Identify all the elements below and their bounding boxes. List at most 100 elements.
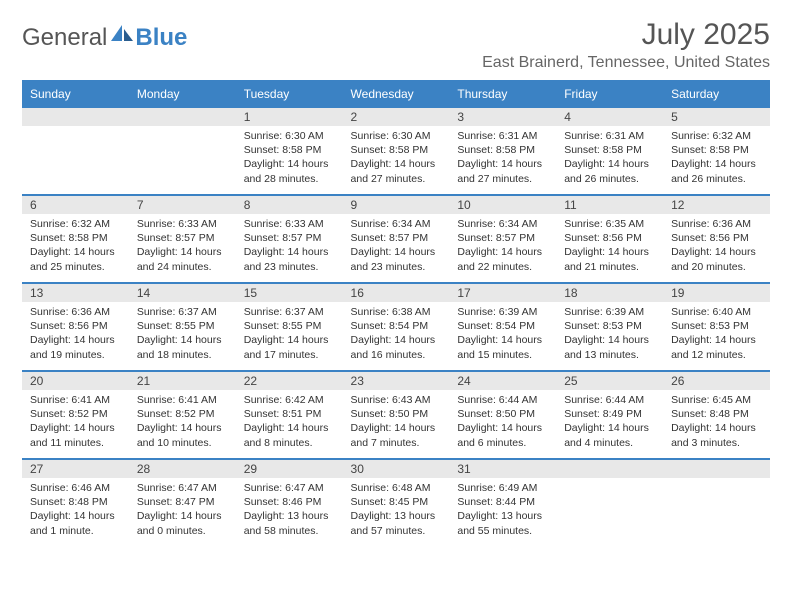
calendar-day-cell: 14Sunrise: 6:37 AMSunset: 8:55 PMDayligh…: [129, 282, 236, 370]
day-number: 5: [663, 106, 770, 126]
sunset-line: Sunset: 8:52 PM: [137, 407, 228, 421]
sunset-line: Sunset: 8:49 PM: [564, 407, 655, 421]
daylight-line: Daylight: 14 hours and 11 minutes.: [30, 421, 121, 449]
day-number: 28: [129, 458, 236, 478]
day-body: Sunrise: 6:47 AMSunset: 8:46 PMDaylight:…: [236, 478, 343, 544]
daylight-line: Daylight: 14 hours and 16 minutes.: [351, 333, 442, 361]
sunset-line: Sunset: 8:50 PM: [351, 407, 442, 421]
daylight-line: Daylight: 14 hours and 1 minute.: [30, 509, 121, 537]
sunset-line: Sunset: 8:46 PM: [244, 495, 335, 509]
sunset-line: Sunset: 8:56 PM: [671, 231, 762, 245]
day-number: 8: [236, 194, 343, 214]
day-number: 21: [129, 370, 236, 390]
calendar-week-row: 6Sunrise: 6:32 AMSunset: 8:58 PMDaylight…: [22, 194, 770, 282]
sunset-line: Sunset: 8:47 PM: [137, 495, 228, 509]
sunrise-line: Sunrise: 6:45 AM: [671, 393, 762, 407]
daylight-line: Daylight: 14 hours and 10 minutes.: [137, 421, 228, 449]
sunrise-line: Sunrise: 6:39 AM: [457, 305, 548, 319]
brand-word2: Blue: [135, 24, 187, 52]
daylight-line: Daylight: 13 hours and 57 minutes.: [351, 509, 442, 537]
calendar-day-cell: 28Sunrise: 6:47 AMSunset: 8:47 PMDayligh…: [129, 458, 236, 546]
sunset-line: Sunset: 8:48 PM: [671, 407, 762, 421]
sunrise-line: Sunrise: 6:49 AM: [457, 481, 548, 495]
sunrise-line: Sunrise: 6:31 AM: [457, 129, 548, 143]
sunrise-line: Sunrise: 6:48 AM: [351, 481, 442, 495]
sunrise-line: Sunrise: 6:33 AM: [244, 217, 335, 231]
sunrise-line: Sunrise: 6:41 AM: [30, 393, 121, 407]
sunrise-line: Sunrise: 6:37 AM: [137, 305, 228, 319]
calendar-day-cell: 19Sunrise: 6:40 AMSunset: 8:53 PMDayligh…: [663, 282, 770, 370]
day-body: Sunrise: 6:32 AMSunset: 8:58 PMDaylight:…: [22, 214, 129, 280]
day-number: 22: [236, 370, 343, 390]
day-number-bar: [663, 458, 770, 478]
day-number: 10: [449, 194, 556, 214]
day-body: Sunrise: 6:39 AMSunset: 8:53 PMDaylight:…: [556, 302, 663, 368]
day-body: Sunrise: 6:47 AMSunset: 8:47 PMDaylight:…: [129, 478, 236, 544]
sunset-line: Sunset: 8:57 PM: [244, 231, 335, 245]
weekday-header: Thursday: [449, 81, 556, 106]
sunrise-line: Sunrise: 6:36 AM: [30, 305, 121, 319]
sunrise-line: Sunrise: 6:47 AM: [137, 481, 228, 495]
sunset-line: Sunset: 8:45 PM: [351, 495, 442, 509]
calendar-day-cell: [556, 458, 663, 546]
sunrise-line: Sunrise: 6:30 AM: [351, 129, 442, 143]
day-body: Sunrise: 6:41 AMSunset: 8:52 PMDaylight:…: [129, 390, 236, 456]
day-number: 12: [663, 194, 770, 214]
sunset-line: Sunset: 8:58 PM: [671, 143, 762, 157]
daylight-line: Daylight: 14 hours and 15 minutes.: [457, 333, 548, 361]
calendar-day-cell: 30Sunrise: 6:48 AMSunset: 8:45 PMDayligh…: [343, 458, 450, 546]
sunset-line: Sunset: 8:56 PM: [564, 231, 655, 245]
sunset-line: Sunset: 8:53 PM: [564, 319, 655, 333]
sunset-line: Sunset: 8:44 PM: [457, 495, 548, 509]
day-body: Sunrise: 6:31 AMSunset: 8:58 PMDaylight:…: [449, 126, 556, 192]
day-number: 1: [236, 106, 343, 126]
day-number: 25: [556, 370, 663, 390]
calendar-day-cell: 25Sunrise: 6:44 AMSunset: 8:49 PMDayligh…: [556, 370, 663, 458]
daylight-line: Daylight: 14 hours and 8 minutes.: [244, 421, 335, 449]
day-number-bar: [22, 106, 129, 126]
sunrise-line: Sunrise: 6:42 AM: [244, 393, 335, 407]
calendar-day-cell: 4Sunrise: 6:31 AMSunset: 8:58 PMDaylight…: [556, 106, 663, 194]
day-number: 31: [449, 458, 556, 478]
day-body: Sunrise: 6:30 AMSunset: 8:58 PMDaylight:…: [343, 126, 450, 192]
calendar-table: SundayMondayTuesdayWednesdayThursdayFrid…: [22, 80, 770, 546]
daylight-line: Daylight: 13 hours and 58 minutes.: [244, 509, 335, 537]
sunset-line: Sunset: 8:58 PM: [457, 143, 548, 157]
calendar-week-row: 1Sunrise: 6:30 AMSunset: 8:58 PMDaylight…: [22, 106, 770, 194]
day-body: Sunrise: 6:34 AMSunset: 8:57 PMDaylight:…: [449, 214, 556, 280]
day-body: Sunrise: 6:45 AMSunset: 8:48 PMDaylight:…: [663, 390, 770, 456]
sunset-line: Sunset: 8:55 PM: [244, 319, 335, 333]
daylight-line: Daylight: 14 hours and 20 minutes.: [671, 245, 762, 273]
daylight-line: Daylight: 14 hours and 25 minutes.: [30, 245, 121, 273]
calendar-day-cell: 1Sunrise: 6:30 AMSunset: 8:58 PMDaylight…: [236, 106, 343, 194]
calendar-day-cell: 31Sunrise: 6:49 AMSunset: 8:44 PMDayligh…: [449, 458, 556, 546]
daylight-line: Daylight: 14 hours and 0 minutes.: [137, 509, 228, 537]
calendar-day-cell: 21Sunrise: 6:41 AMSunset: 8:52 PMDayligh…: [129, 370, 236, 458]
calendar-day-cell: 16Sunrise: 6:38 AMSunset: 8:54 PMDayligh…: [343, 282, 450, 370]
brand-logo: General Blue: [22, 24, 187, 52]
calendar-day-cell: 13Sunrise: 6:36 AMSunset: 8:56 PMDayligh…: [22, 282, 129, 370]
sunset-line: Sunset: 8:58 PM: [244, 143, 335, 157]
day-number: 15: [236, 282, 343, 302]
daylight-line: Daylight: 14 hours and 23 minutes.: [244, 245, 335, 273]
title-block: July 2025 East Brainerd, Tennessee, Unit…: [482, 18, 770, 72]
logo-sail-icon: [111, 25, 133, 41]
sunset-line: Sunset: 8:57 PM: [137, 231, 228, 245]
sunrise-line: Sunrise: 6:34 AM: [351, 217, 442, 231]
day-body: [663, 478, 770, 487]
calendar-day-cell: 17Sunrise: 6:39 AMSunset: 8:54 PMDayligh…: [449, 282, 556, 370]
calendar-day-cell: 20Sunrise: 6:41 AMSunset: 8:52 PMDayligh…: [22, 370, 129, 458]
day-number: 26: [663, 370, 770, 390]
day-body: Sunrise: 6:36 AMSunset: 8:56 PMDaylight:…: [22, 302, 129, 368]
day-body: Sunrise: 6:33 AMSunset: 8:57 PMDaylight:…: [129, 214, 236, 280]
calendar-day-cell: 7Sunrise: 6:33 AMSunset: 8:57 PMDaylight…: [129, 194, 236, 282]
day-body: Sunrise: 6:46 AMSunset: 8:48 PMDaylight:…: [22, 478, 129, 544]
day-body: Sunrise: 6:39 AMSunset: 8:54 PMDaylight:…: [449, 302, 556, 368]
day-number: 6: [22, 194, 129, 214]
day-number: 16: [343, 282, 450, 302]
day-number-bar: [129, 106, 236, 126]
sunrise-line: Sunrise: 6:47 AM: [244, 481, 335, 495]
day-number: 29: [236, 458, 343, 478]
weekday-header: Friday: [556, 81, 663, 106]
daylight-line: Daylight: 14 hours and 27 minutes.: [351, 157, 442, 185]
